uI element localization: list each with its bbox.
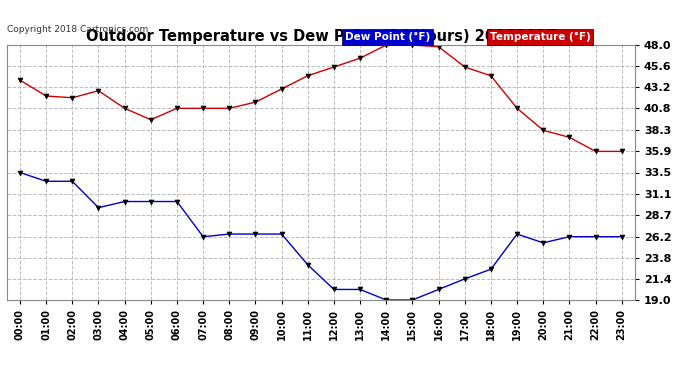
Title: Outdoor Temperature vs Dew Point (24 Hours) 20181017: Outdoor Temperature vs Dew Point (24 Hou… xyxy=(86,29,556,44)
Text: Dew Point (°F): Dew Point (°F) xyxy=(345,32,431,42)
Text: Copyright 2018 Cartronics.com: Copyright 2018 Cartronics.com xyxy=(7,25,148,34)
Text: Temperature (°F): Temperature (°F) xyxy=(490,32,591,42)
